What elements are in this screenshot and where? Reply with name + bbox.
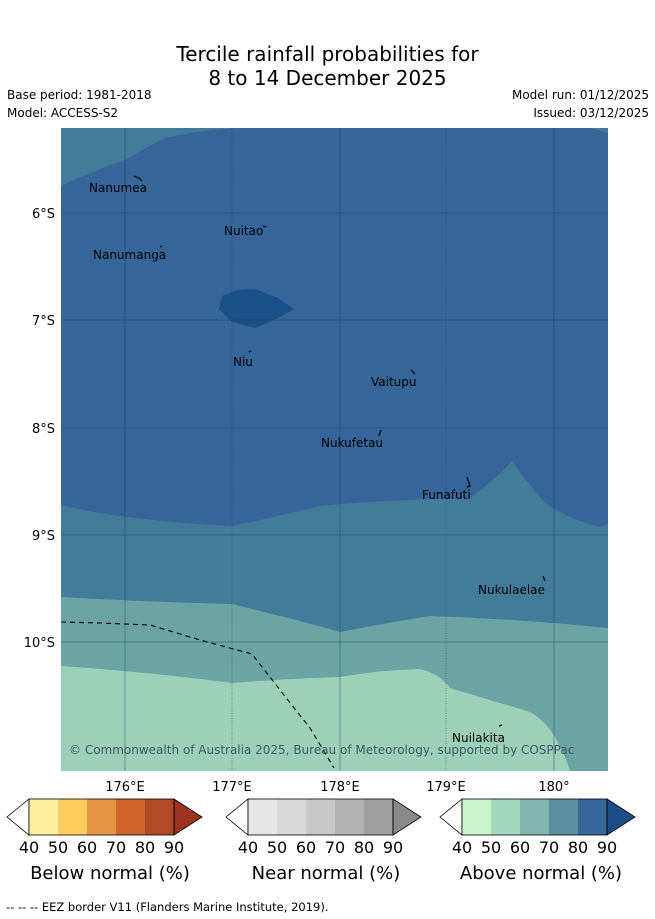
grid-lines — [61, 128, 608, 771]
colorbar-tick-label: 70 — [325, 838, 345, 857]
colorbar-extend-low — [225, 798, 249, 836]
place-label-nanumanga: Nanumanga — [93, 248, 166, 262]
map-panel: Nanumea Nuitao Nanumanga Niu Vaitupu Nuk… — [61, 128, 608, 771]
colorbar-tick-label: 80 — [568, 838, 588, 857]
colorbar-near-normal: 40 50 60 70 80 90 — [225, 798, 422, 857]
lat-tick-6s: 6°S — [32, 207, 55, 222]
colorbar-segment — [29, 799, 58, 835]
place-label-nanumea: Nanumea — [89, 181, 147, 195]
colorbar-tick-label: 80 — [354, 838, 374, 857]
island-nuilakita — [498, 724, 503, 727]
place-label-nuitao: Nuitao — [224, 224, 263, 238]
region-above-70-ne — [590, 128, 608, 133]
model-name: Model: ACCESS-S2 — [7, 106, 119, 120]
place-label-nukulaelae: Nukulaelae — [478, 583, 545, 597]
place-label-nukufetau: Nukufetau — [321, 436, 383, 450]
lat-tick-10s: 10°S — [24, 636, 55, 651]
colorbar-segment — [145, 799, 174, 835]
colorbar-below-normal: 40 50 60 70 80 90 — [6, 798, 203, 857]
lon-tick-178e: 178°E — [320, 780, 360, 795]
colorbar-tick-label: 90 — [164, 838, 184, 857]
colorbar-tick-label: 50 — [267, 838, 287, 857]
island-nukulaelae — [542, 575, 546, 582]
region-above-50 — [61, 666, 570, 771]
region-above-70-north — [61, 128, 240, 186]
colorbar-outline — [28, 798, 175, 836]
lat-tick-7s: 7°S — [32, 314, 55, 329]
colorbar-segment — [87, 799, 116, 835]
island-funafuti — [466, 476, 471, 488]
place-label-vaitupu: Vaitupu — [371, 375, 417, 389]
lon-tick-179e: 179°E — [426, 780, 466, 795]
colorbar-tick-label: 60 — [296, 838, 316, 857]
title-line2: 8 to 14 December 2025 — [208, 66, 447, 90]
place-label-nuilakita: Nuilakita — [452, 731, 505, 745]
colorbar-segment — [116, 799, 145, 835]
colorbar-title-above: Above normal (%) — [459, 863, 623, 884]
copyright-notice: © Commonwealth of Australia 2025, Bureau… — [69, 743, 574, 757]
island-nukufetau — [378, 429, 382, 437]
colorbar-extend-high — [173, 798, 203, 836]
colorbar-tick-label: 40 — [238, 838, 258, 857]
colorbar-tick-label: 70 — [106, 838, 126, 857]
lon-tick-176e: 176°E — [105, 780, 145, 795]
title-line1: Tercile rainfall probabilities for — [176, 42, 479, 66]
colorbar-segment — [520, 799, 549, 835]
colorbar-segment — [491, 799, 520, 835]
colorbar-tick-label: 90 — [383, 838, 403, 857]
colorbar-above-normal: 40 50 60 70 80 90 — [439, 798, 636, 857]
colorbar-segment — [277, 799, 306, 835]
colorbar-title-below: Below normal (%) — [30, 863, 190, 884]
colorbar-segment — [58, 799, 87, 835]
lat-tick-8s: 8°S — [32, 422, 55, 437]
colorbar-extend-high — [606, 798, 636, 836]
colorbar-tick-label: 90 — [597, 838, 617, 857]
colorbar-tick-label: 50 — [48, 838, 68, 857]
colorbar-tick-label: 70 — [539, 838, 559, 857]
issued-date: Issued: 03/12/2025 — [533, 106, 649, 120]
colorbar-tick-label: 60 — [510, 838, 530, 857]
colorbar-segment — [248, 799, 277, 835]
place-label-funafuti: Funafuti — [422, 488, 471, 502]
colorbar-tick-label: 40 — [19, 838, 39, 857]
colorbar-extend-low — [439, 798, 463, 836]
colorbar-tick-label: 50 — [481, 838, 501, 857]
lon-tick-177e: 177°E — [212, 780, 252, 795]
colorbar-tick-label: 60 — [77, 838, 97, 857]
island-vaitupu — [410, 369, 416, 375]
colorbar-tick-label: 40 — [452, 838, 472, 857]
colorbar-extend-high — [392, 798, 422, 836]
lon-tick-180: 180° — [538, 780, 569, 795]
colorbar-segment — [335, 799, 364, 835]
island-nanumanga — [159, 245, 163, 248]
colorbar-extend-low — [6, 798, 30, 836]
colorbar-segment — [578, 799, 607, 835]
island-nanumea — [133, 175, 143, 182]
eez-border-line — [61, 621, 335, 769]
base-period: Base period: 1981-2018 — [7, 88, 152, 102]
colorbar-outline — [247, 798, 394, 836]
island-niu — [248, 350, 252, 353]
lat-tick-9s: 9°S — [32, 529, 55, 544]
island-nuitao — [262, 225, 267, 228]
colorbar-tick-label: 80 — [135, 838, 155, 857]
place-label-niu: Niu — [233, 355, 253, 369]
model-run: Model run: 01/12/2025 — [511, 88, 649, 102]
colorbar-outline — [461, 798, 608, 836]
region-above-90 — [219, 289, 294, 328]
colorbar-segment — [306, 799, 335, 835]
eez-footer-note: -- -- -- EEZ border V11 (Flanders Marine… — [6, 900, 329, 914]
colorbar-segment — [462, 799, 491, 835]
colorbar-title-near: Near normal (%) — [251, 863, 401, 884]
colorbar-segment — [364, 799, 393, 835]
colorbar-segment — [549, 799, 578, 835]
